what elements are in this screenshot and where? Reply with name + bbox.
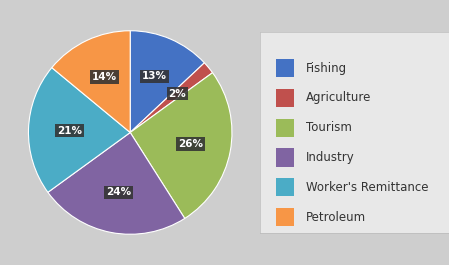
FancyBboxPatch shape [276,148,295,166]
Wedge shape [130,73,232,218]
Text: 26%: 26% [178,139,202,149]
Text: 13%: 13% [142,72,167,81]
Text: 2%: 2% [168,89,186,99]
Text: Tourism: Tourism [306,121,352,134]
FancyBboxPatch shape [276,59,295,77]
Text: Fishing: Fishing [306,61,347,74]
FancyBboxPatch shape [276,89,295,107]
Text: Industry: Industry [306,151,354,164]
Wedge shape [130,63,212,132]
FancyBboxPatch shape [276,208,295,226]
Wedge shape [52,31,130,132]
Text: 21%: 21% [57,126,82,136]
Wedge shape [28,68,130,192]
Text: 14%: 14% [92,72,117,82]
Text: Agriculture: Agriculture [306,91,371,104]
Text: 24%: 24% [106,187,131,197]
Wedge shape [130,31,204,132]
Text: Petroleum: Petroleum [306,211,366,224]
FancyBboxPatch shape [276,119,295,137]
Text: Worker's Remittance: Worker's Remittance [306,181,428,194]
FancyBboxPatch shape [276,178,295,196]
Wedge shape [48,132,185,234]
